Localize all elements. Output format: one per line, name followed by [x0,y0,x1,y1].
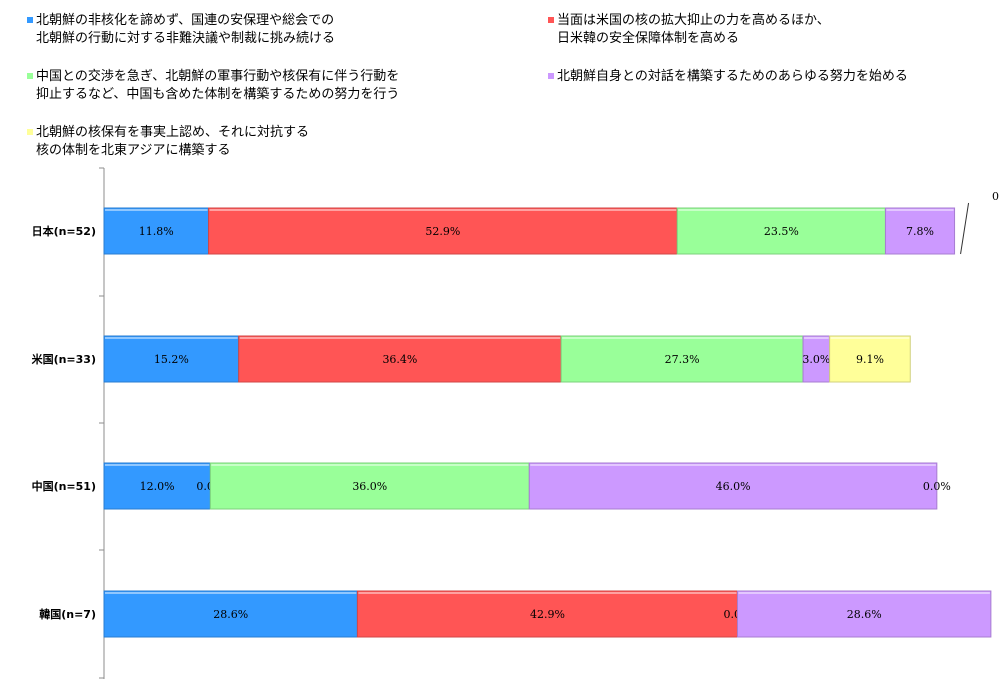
data-label-r3-s1: 12.0% [140,480,175,493]
bar-segment-r2-s1 [103,335,240,383]
bar-segment-r4-s2 [356,590,738,638]
bar-highlight-r2-s5 [830,337,910,339]
legend-item-2: 当面は米国の核の拡大抑止の力を高めるほか、 日米韓の安全保障体制を高める [548,12,830,48]
data-label-r3-s4: 46.0% [716,480,751,493]
bar-highlight-r4-s1 [105,592,357,594]
data-label-r4-s4: 28.6% [847,608,882,621]
data-label-r1-s2: 52.9% [425,225,460,238]
data-label-r2-s4: 3.0% [802,353,830,366]
legend-label-5: 北朝鮮の核保有を事実上認め、それに対抗する 核の体制を北東アジアに構築する [36,125,310,158]
bar-segment-r3-s4 [528,462,938,510]
bar-highlight-r2-s2 [239,337,561,339]
legend-item-5: 北朝鮮の核保有を事実上認め、それに対抗する 核の体制を北東アジアに構築する [27,124,309,160]
bar-highlight-r4-s2 [358,592,737,594]
bar-highlight-r2-s3 [562,337,803,339]
bar-segment-r4-s4 [736,590,992,638]
bar-highlight-r1-s4 [886,209,954,211]
legend-swatch-3 [27,73,33,79]
data-label-r1-s1: 11.8% [139,225,174,238]
data-label-r2-s2: 36.4% [382,353,417,366]
data-label-r4-s1: 28.6% [213,608,248,621]
legend-label-3: 中国との交渉を急ぎ、北朝鮮の軍事行動や核保有に伴う行動を 抑止するなど、中国も含… [36,69,400,102]
legend-item-4: 北朝鮮自身との対話を構築するためのあらゆる努力を始める [548,68,908,86]
bar-highlight-r1-s2 [209,209,677,211]
legend-item-3: 中国との交渉を急ぎ、北朝鮮の軍事行動や核保有に伴う行動を 抑止するなど、中国も含… [27,68,399,104]
legend-label-2: 当面は米国の核の拡大抑止の力を高めるほか、 日米韓の安全保障体制を高める [557,13,830,46]
data-label-r1-s4: 7.8% [906,225,934,238]
legend-item-1: 北朝鮮の非核化を諦めず、国連の安保理や総会での 北朝鮮の行動に対する非難決議や制… [27,12,335,48]
bar-segment-r1-s4 [884,207,956,255]
bar-segment-r2-s2 [238,335,562,383]
legend-swatch-2 [548,17,554,23]
legend-label-4: 北朝鮮自身との対話を構築するためのあらゆる努力を始める [557,69,908,84]
legend-label-1: 北朝鮮の非核化を諦めず、国連の安保理や総会での 北朝鮮の行動に対する非難決議や制… [36,13,336,46]
bar-segment-r3-s1 [103,462,211,510]
category-label-2: 米国(n=33) [31,352,96,366]
category-label-3: 中国(n=51) [32,479,96,493]
data-label-r2-s5: 9.1% [856,353,884,366]
bar-highlight-r1-s3 [678,209,885,211]
bar-highlight-r4-s4 [738,592,990,594]
leader-line [960,202,970,255]
data-label-r2-s3: 27.3% [665,353,700,366]
bar-highlight-r3-s4 [530,464,936,466]
bar-segment-r4-s1 [103,590,358,638]
bar-highlight-r2-s1 [105,337,238,339]
bar-segment-r2-s4 [802,335,831,383]
category-label-4: 韓国(n=7) [39,607,96,621]
bar-segment-r1-s1 [103,207,210,255]
bar-highlight-r3-s3 [211,464,529,466]
data-label-r1-s5: 0.0% [992,190,1000,203]
data-label-r3-s3: 36.0% [352,480,387,493]
bar-segment-r3-s3 [209,462,530,510]
legend-swatch-4 [548,73,554,79]
bar-highlight-r1-s1 [105,209,208,211]
legend-swatch-1 [27,17,33,23]
bar-segment-r2-s5 [829,335,911,383]
data-label-r4-s2: 42.9% [530,608,565,621]
bar-highlight-r2-s4 [804,337,829,339]
data-label-r2-s1: 15.2% [154,353,189,366]
data-label-r1-s3: 23.5% [764,225,799,238]
category-label-1: 日本(n=52) [32,224,96,238]
legend-swatch-5 [27,129,33,135]
bar-highlight-r3-s1 [105,464,210,466]
bar-segment-r2-s3 [560,335,804,383]
bar-segment-r1-s3 [676,207,886,255]
data-label-r3-s5: 0.0% [923,480,951,493]
